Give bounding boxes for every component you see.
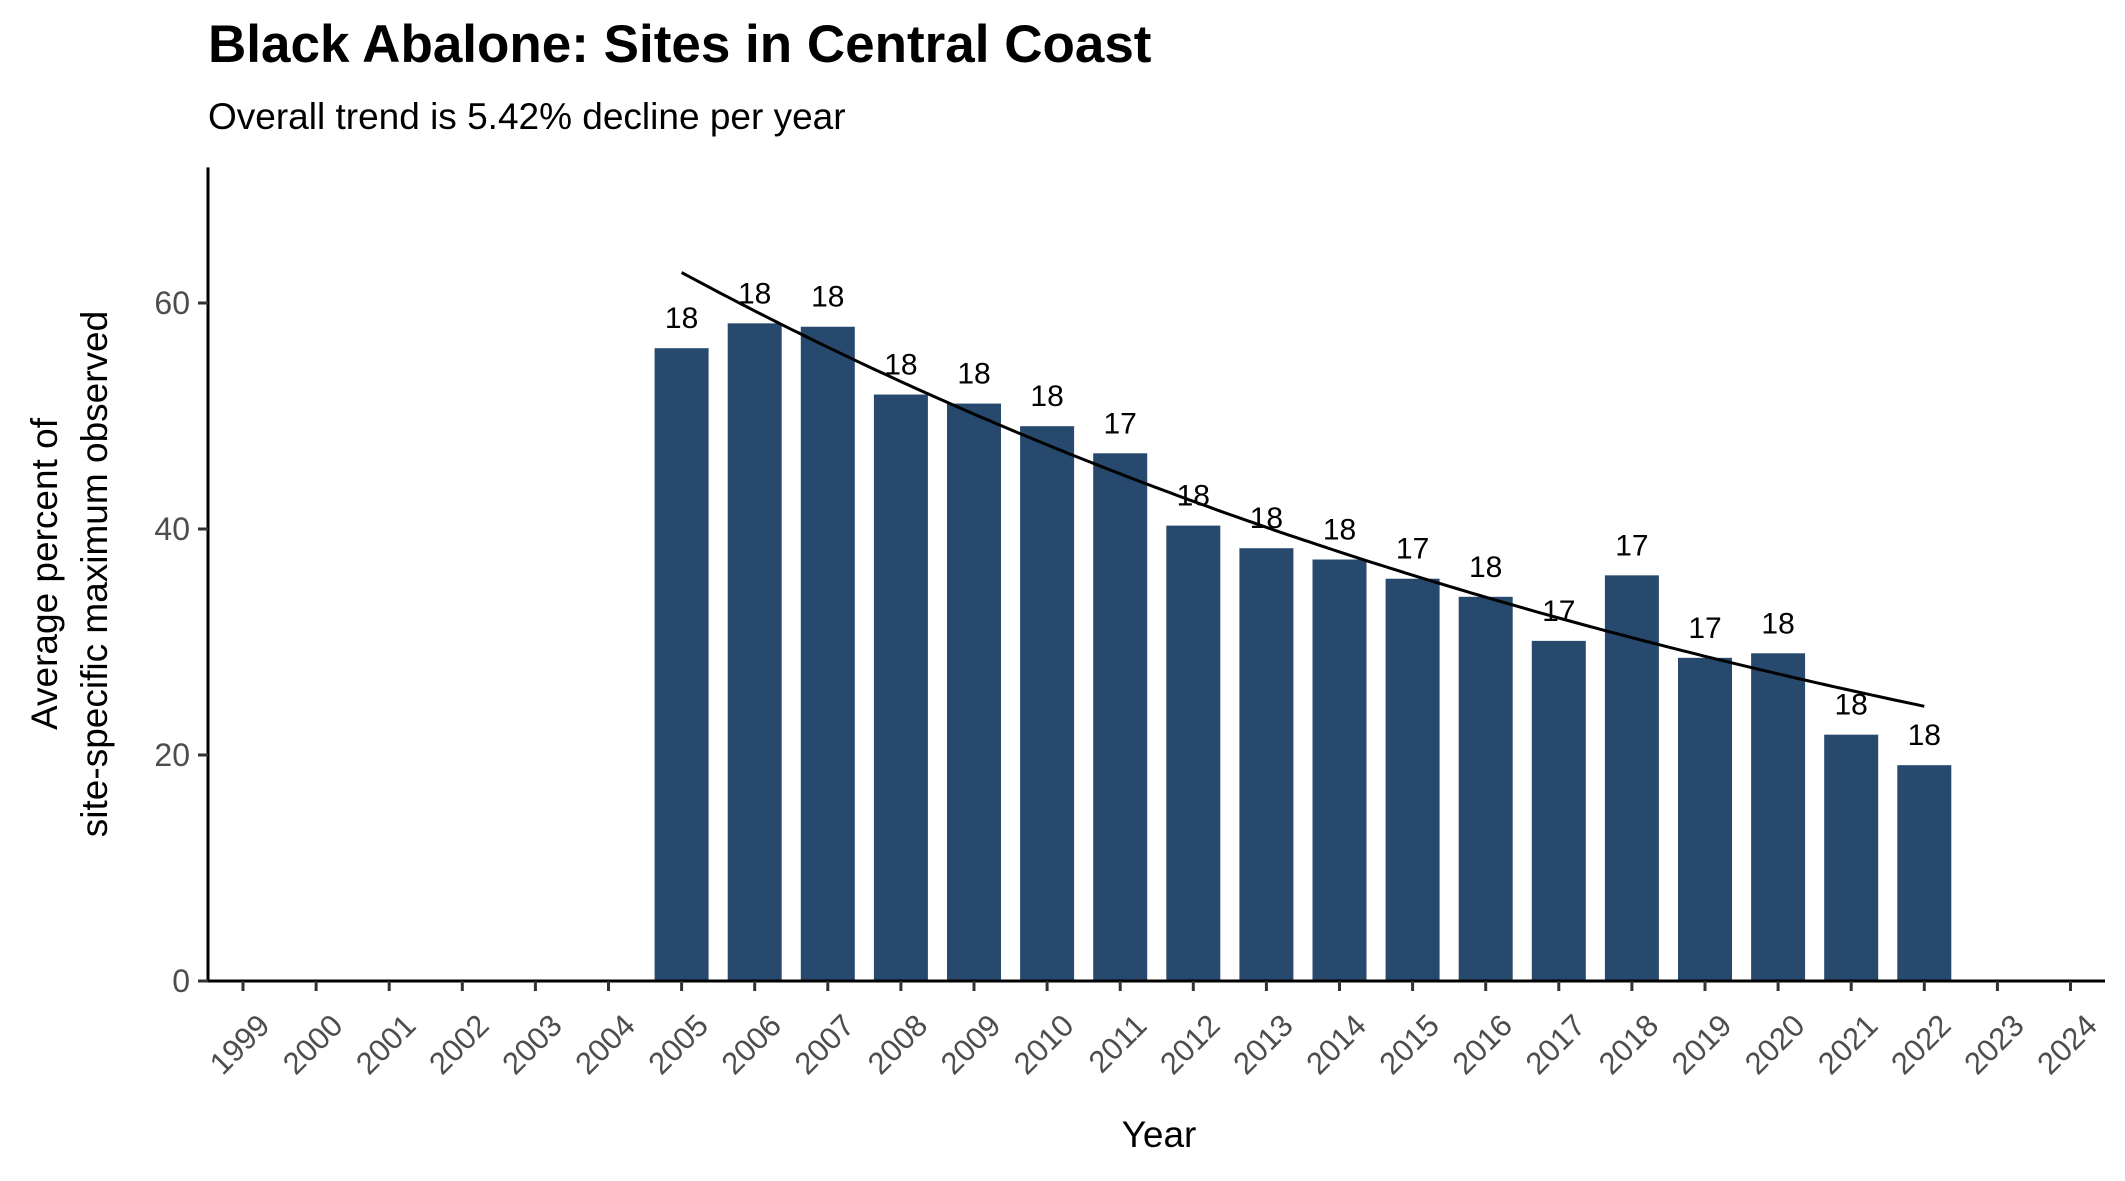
bar-label-2012: 18 xyxy=(1177,480,1210,513)
bar-label-2022: 18 xyxy=(1908,719,1941,752)
y-axis-title: Average percent of site-specific maximum… xyxy=(24,311,115,837)
x-tick-label-2010: 2010 xyxy=(1007,1008,1081,1082)
chart-subtitle: Overall trend is 5.42% decline per year xyxy=(208,96,846,137)
bar-2017 xyxy=(1531,640,1586,981)
bar-label-2013: 18 xyxy=(1250,502,1283,535)
x-tick-label-2001: 2001 xyxy=(349,1008,423,1082)
bar-2008 xyxy=(873,394,928,981)
x-tick-label-2016: 2016 xyxy=(1446,1008,1520,1082)
y-tick-label-40: 40 xyxy=(154,511,190,547)
bars xyxy=(654,323,1952,982)
bar-2009 xyxy=(947,403,1001,981)
bar-label-2010: 18 xyxy=(1030,380,1063,413)
bar-label-2021: 18 xyxy=(1835,689,1868,722)
x-tick-label-2009: 2009 xyxy=(934,1008,1008,1082)
bar-2016 xyxy=(1458,596,1513,981)
x-tick-label-2023: 2023 xyxy=(1957,1008,2031,1082)
x-tick-label-2019: 2019 xyxy=(1665,1008,1739,1082)
bar-label-2006: 18 xyxy=(738,277,771,310)
bar-label-2011: 17 xyxy=(1104,407,1137,440)
x-tick-label-2015: 2015 xyxy=(1372,1008,1446,1082)
y-axis-title-line1: Average percent of xyxy=(24,417,65,730)
bar-label-2020: 18 xyxy=(1761,607,1794,640)
bar-2020 xyxy=(1751,653,1806,981)
trend-layer xyxy=(680,271,1925,708)
bar-label-2018: 17 xyxy=(1615,529,1648,562)
bar-label-2008: 18 xyxy=(884,349,917,382)
bar-2012 xyxy=(1166,525,1221,981)
y-ticks: 0 20 40 60 xyxy=(154,285,208,999)
x-tick-label-2004: 2004 xyxy=(568,1008,642,1082)
y-tick-label-20: 20 xyxy=(154,737,190,773)
trend-line xyxy=(680,271,1925,708)
x-tick-label-2020: 2020 xyxy=(1738,1008,1812,1082)
x-tick-label-2002: 2002 xyxy=(422,1008,496,1082)
x-tick-label-2006: 2006 xyxy=(715,1008,789,1082)
x-tick-label-2008: 2008 xyxy=(861,1008,935,1082)
x-ticks: 1999 2000 2001 2002 2003 2004 2005 2006 2007 2008… xyxy=(203,981,2104,1081)
x-tick-label-2011: 2011 xyxy=(1082,1008,1154,1080)
bar-labels: 18 18 18 18 18 18 17 18 18 18 17 18 17 17 17 18 18 18 xyxy=(665,277,1941,752)
x-tick-label-2012: 2012 xyxy=(1153,1008,1227,1082)
bar-2010 xyxy=(1020,426,1075,981)
x-tick-label-2007: 2007 xyxy=(788,1008,862,1082)
axes xyxy=(206,167,2105,983)
bar-2007 xyxy=(800,326,855,982)
bar-2014 xyxy=(1312,559,1367,981)
x-tick-label-2022: 2022 xyxy=(1884,1008,1958,1082)
bar-label-2019: 17 xyxy=(1688,612,1721,645)
x-tick-label-2003: 2003 xyxy=(495,1008,569,1082)
bar-2005 xyxy=(654,348,709,981)
bar-2019 xyxy=(1678,657,1732,981)
x-tick-label-2018: 2018 xyxy=(1592,1008,1666,1082)
bar-label-2007: 18 xyxy=(811,281,844,314)
bar-label-2009: 18 xyxy=(957,358,990,391)
y-tick-label-0: 0 xyxy=(172,963,190,999)
x-tick-label-2013: 2013 xyxy=(1226,1008,1300,1082)
bar-label-2014: 18 xyxy=(1323,514,1356,547)
x-tick-label-2017: 2017 xyxy=(1519,1008,1593,1082)
x-tick-label-2024: 2024 xyxy=(2030,1008,2104,1082)
bar-2021 xyxy=(1824,734,1879,981)
bar-2013 xyxy=(1239,548,1294,981)
bar-label-2016: 18 xyxy=(1469,551,1502,584)
y-axis-title-line2: site-specific maximum observed xyxy=(74,311,115,837)
chart-title: Black Abalone: Sites in Central Coast xyxy=(208,15,1152,74)
bar-2006 xyxy=(727,323,782,982)
x-tick-label-2005: 2005 xyxy=(641,1008,715,1082)
y-tick-label-60: 60 xyxy=(154,285,190,321)
x-tick-label-2000: 2000 xyxy=(276,1008,350,1082)
x-tick-label-2021: 2021 xyxy=(1811,1008,1885,1082)
x-tick-label-1999: 1999 xyxy=(203,1008,277,1082)
bar-label-2005: 18 xyxy=(665,302,698,335)
bar-label-2017: 17 xyxy=(1542,595,1575,628)
bar-label-2015: 17 xyxy=(1396,533,1429,566)
bar-2022 xyxy=(1897,765,1952,981)
x-tick-label-2014: 2014 xyxy=(1299,1008,1373,1082)
bar-2011 xyxy=(1093,453,1148,981)
x-axis-title: Year xyxy=(1122,1114,1197,1155)
bar-2015 xyxy=(1385,578,1440,981)
